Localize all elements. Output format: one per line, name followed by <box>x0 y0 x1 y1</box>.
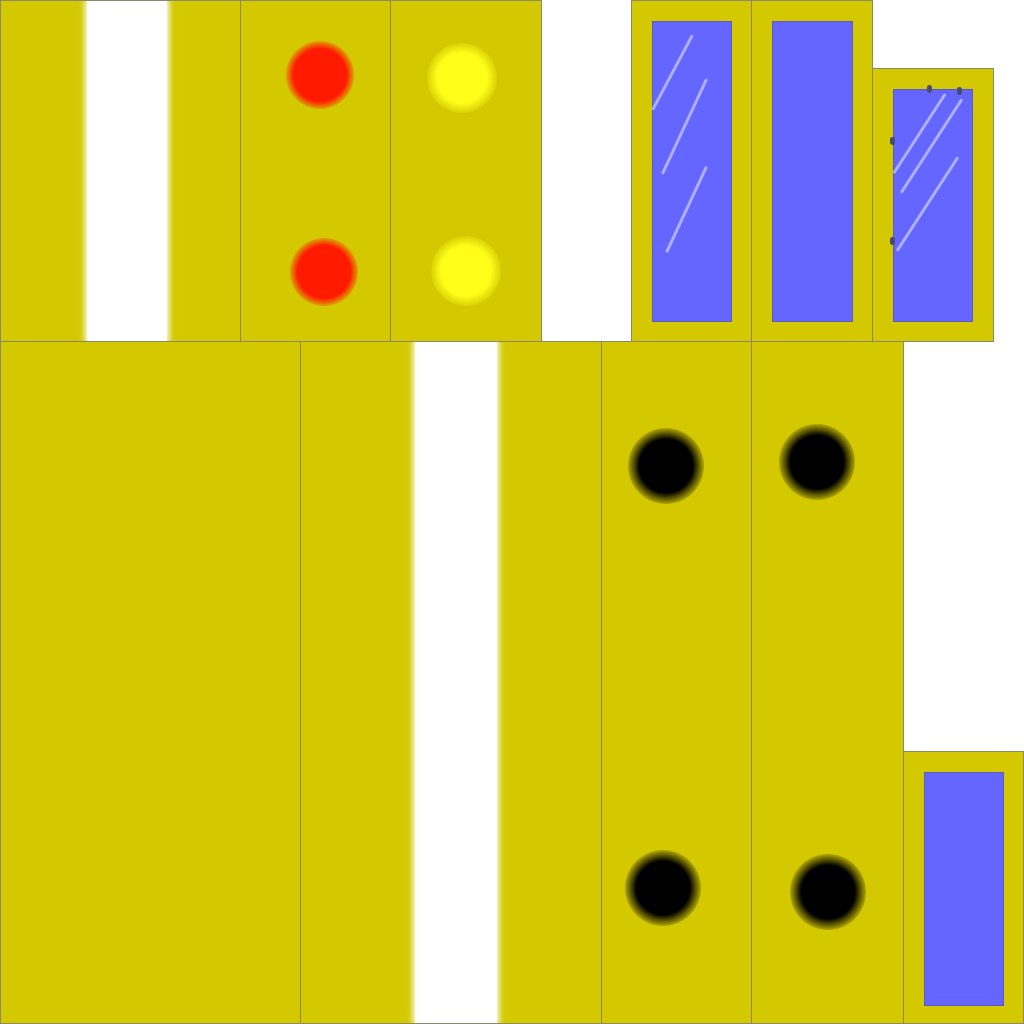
window-plain-tile <box>751 0 873 342</box>
hood-stripe-tile <box>300 341 602 1024</box>
wheel-wells-left-tile <box>601 341 752 1024</box>
window-glint <box>895 156 960 252</box>
hinge-icon <box>927 85 932 93</box>
wheel-hole-top <box>628 428 704 504</box>
taillights-tile <box>240 0 391 342</box>
window-glint <box>660 78 709 175</box>
window-glass <box>772 21 853 322</box>
window-glint <box>665 165 708 254</box>
taillight-top <box>286 41 354 109</box>
wheel-hole-bottom <box>790 854 866 930</box>
headlight-bottom <box>431 236 501 306</box>
wheel-hole-bottom <box>625 850 701 926</box>
hinge-icon <box>890 237 895 245</box>
small-window-glass <box>924 772 1004 1006</box>
window-glinted-tile <box>631 0 752 342</box>
window-glint <box>651 34 694 111</box>
taillight-bottom <box>290 238 358 306</box>
white-stripe <box>87 1 167 341</box>
side-stripe-tile <box>0 0 241 342</box>
wheel-wells-right-tile <box>751 341 904 1024</box>
headlights-tile <box>390 0 542 342</box>
white-stripe <box>415 342 497 1023</box>
headlight-top <box>427 43 497 113</box>
door-window-tile <box>872 68 994 342</box>
roof-panel-tile <box>0 341 301 1024</box>
window-glass <box>651 21 732 322</box>
hinge-icon <box>890 137 895 145</box>
small-window-tile <box>903 751 1024 1024</box>
wheel-hole-top <box>779 424 855 500</box>
hinge-icon <box>957 87 962 95</box>
door-window-glass <box>892 89 973 322</box>
